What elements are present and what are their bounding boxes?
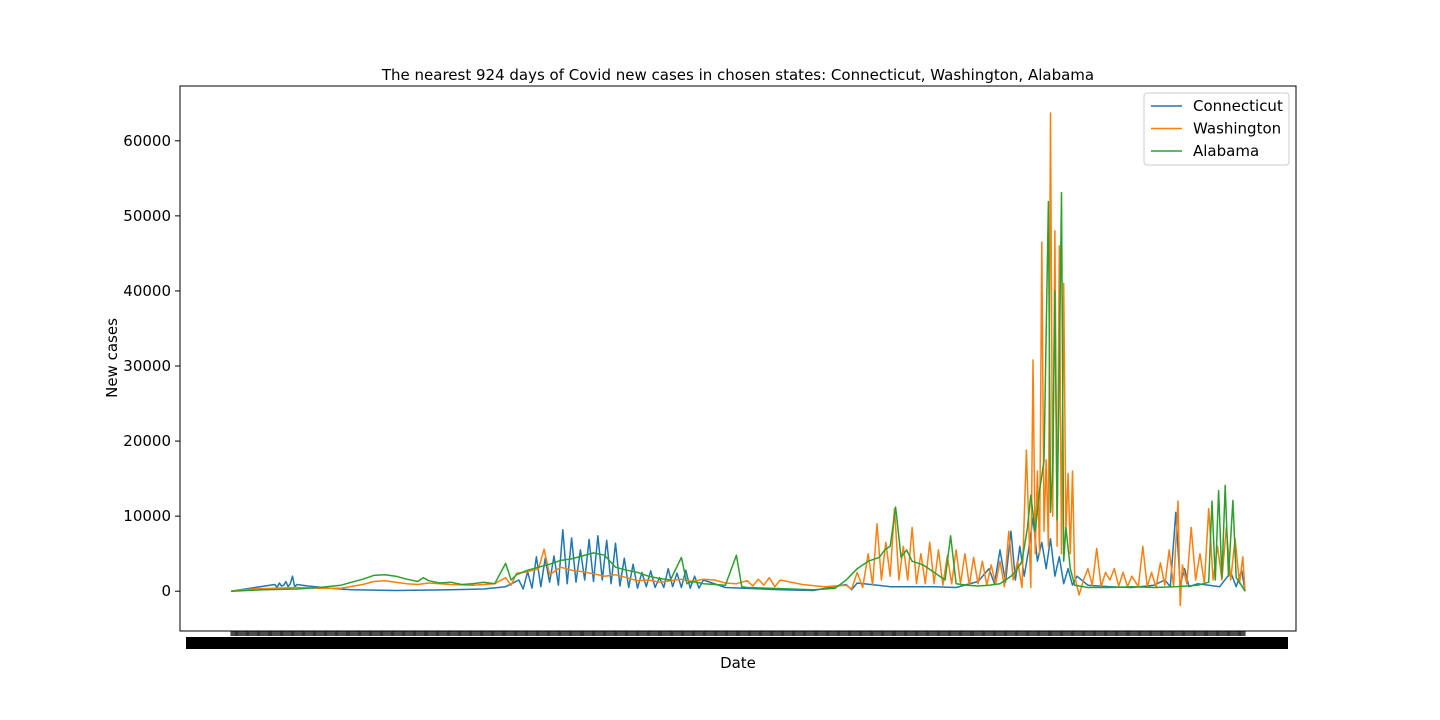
legend-label-alabama: Alabama	[1193, 142, 1259, 160]
y-tick-label: 50000	[123, 207, 171, 225]
legend-box	[1143, 92, 1290, 166]
legend-label-connecticut: Connecticut	[1193, 97, 1283, 115]
y-axis-label: New cases	[103, 318, 121, 398]
y-tick-label: 60000	[123, 132, 171, 150]
y-axis: 0 10000 20000 30000 40000 50000 60000	[123, 132, 180, 600]
series-line-connecticut	[230, 511, 1246, 592]
x-tick-labels-overlap	[186, 637, 1288, 649]
series-line-alabama	[230, 191, 1246, 592]
x-axis	[186, 631, 1288, 649]
y-tick-label: 20000	[123, 432, 171, 450]
legend-label-washington: Washington	[1193, 120, 1281, 138]
series-line-washington	[230, 112, 1246, 607]
chart-title: The nearest 924 days of Covid new cases …	[381, 66, 1094, 84]
y-tick-label: 0	[161, 582, 171, 600]
x-ticks	[230, 631, 1246, 636]
y-tick-label: 10000	[123, 507, 171, 525]
legend: Connecticut Washington Alabama	[1143, 92, 1290, 166]
x-axis-label: Date	[720, 654, 756, 672]
y-tick-label: 30000	[123, 357, 171, 375]
axes-frame	[179, 85, 1297, 632]
plot-area	[230, 112, 1246, 607]
y-tick-label: 40000	[123, 282, 171, 300]
